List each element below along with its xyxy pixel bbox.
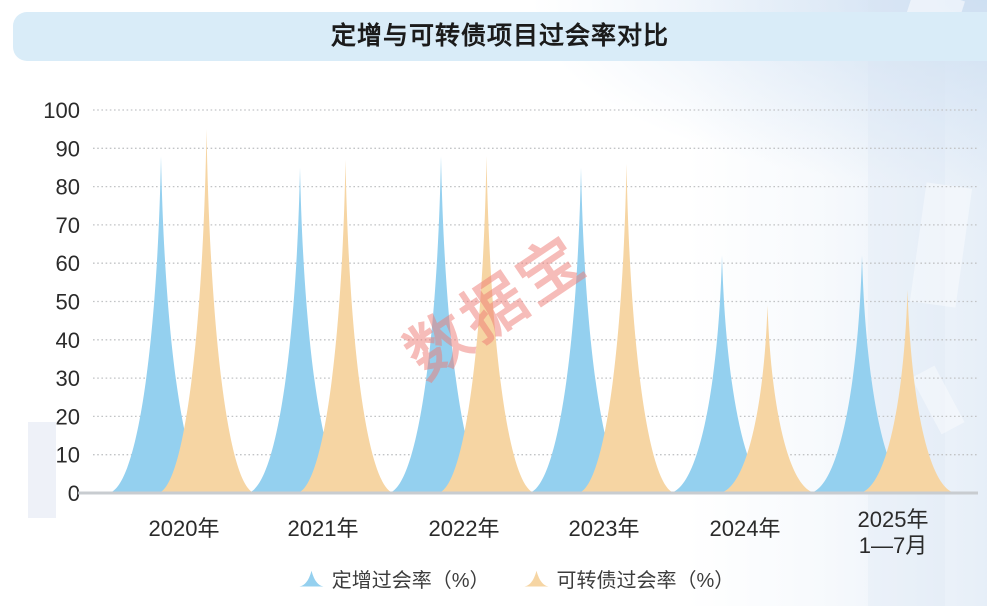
y-axis-label: 10 (56, 443, 80, 468)
y-axis-label: 50 (56, 290, 80, 315)
area-peak-kezhuanzhai-5 (719, 305, 816, 493)
area-peak-dingzeng-3 (389, 155, 493, 493)
x-axis-label: 2023年 (569, 516, 640, 541)
area-peak-dingzeng-6 (810, 255, 914, 493)
area-peak-kezhuanzhai-4 (578, 163, 675, 493)
legend-item-kezhuanzhai: 可转债过会率（%） (524, 564, 735, 593)
chart-legend: 定增过会率（%） 可转债过会率（%） (0, 560, 987, 596)
area-peak-dingzeng-5 (670, 255, 774, 493)
x-axis-label: 2022年 (429, 516, 500, 541)
y-axis-label: 30 (56, 366, 80, 391)
orange-peak-icon (524, 570, 548, 586)
x-axis-label: 2021年 (288, 516, 359, 541)
approval-rate-comparison-chart: 0 10 20 30 40 50 60 70 80 90 100 2020年 2021年 2022年 202… (43, 98, 978, 555)
y-axis-label: 60 (56, 251, 80, 276)
y-axis-label: 20 (56, 404, 80, 429)
legend-label-dingzeng: 定增过会率（%） (331, 569, 490, 592)
y-axis-label: 0 (68, 481, 80, 506)
area-peak-kezhuanzhai-3 (438, 155, 535, 493)
y-axis-label: 100 (43, 98, 80, 123)
area-peak-kezhuanzhai-2 (297, 159, 394, 493)
x-axis-label: 2020年 (149, 516, 220, 541)
blue-peak-icon (299, 570, 324, 586)
y-axis-label: 70 (56, 213, 80, 238)
area-peak-dingzeng-2 (248, 167, 352, 493)
chart-title-bar: 定增与可转债项目过会率对比 (13, 12, 987, 61)
legend-item-dingzeng: 定增过会率（%） (299, 564, 490, 593)
area-peak-dingzeng-1 (109, 155, 213, 493)
x-axis-label: 2024年 (710, 516, 781, 541)
y-axis-label: 40 (56, 328, 80, 353)
area-peak-kezhuanzhai-6 (859, 290, 956, 493)
y-axis-label: 90 (56, 136, 80, 161)
chart-title: 定增与可转债项目过会率对比 (330, 22, 669, 50)
y-axis-label: 80 (56, 175, 80, 200)
legend-label-kezhuanzhai: 可转债过会率（%） (556, 569, 735, 592)
x-axis-label: 2025年 1—7月 (858, 507, 929, 555)
area-peak-dingzeng-4 (529, 167, 633, 493)
area-peak-kezhuanzhai-1 (158, 129, 255, 493)
